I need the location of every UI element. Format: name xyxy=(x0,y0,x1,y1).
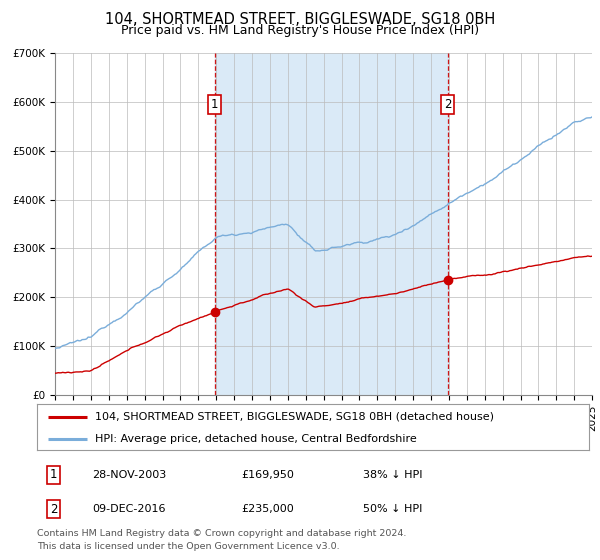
Text: 09-DEC-2016: 09-DEC-2016 xyxy=(92,504,166,514)
Text: 38% ↓ HPI: 38% ↓ HPI xyxy=(363,470,422,480)
Text: £235,000: £235,000 xyxy=(241,504,294,514)
Text: 50% ↓ HPI: 50% ↓ HPI xyxy=(363,504,422,514)
Text: HPI: Average price, detached house, Central Bedfordshire: HPI: Average price, detached house, Cent… xyxy=(95,434,417,444)
Text: 2: 2 xyxy=(444,98,451,111)
Text: 28-NOV-2003: 28-NOV-2003 xyxy=(92,470,167,480)
Text: 104, SHORTMEAD STREET, BIGGLESWADE, SG18 0BH: 104, SHORTMEAD STREET, BIGGLESWADE, SG18… xyxy=(105,12,495,27)
Text: 1: 1 xyxy=(211,98,218,111)
Text: Price paid vs. HM Land Registry's House Price Index (HPI): Price paid vs. HM Land Registry's House … xyxy=(121,24,479,36)
Text: 2: 2 xyxy=(50,502,58,516)
Text: Contains HM Land Registry data © Crown copyright and database right 2024.: Contains HM Land Registry data © Crown c… xyxy=(37,529,407,538)
Bar xyxy=(215,53,448,395)
Text: £169,950: £169,950 xyxy=(241,470,295,480)
Text: 104, SHORTMEAD STREET, BIGGLESWADE, SG18 0BH (detached house): 104, SHORTMEAD STREET, BIGGLESWADE, SG18… xyxy=(95,412,494,422)
Text: 1: 1 xyxy=(50,468,58,482)
Text: This data is licensed under the Open Government Licence v3.0.: This data is licensed under the Open Gov… xyxy=(37,542,340,550)
